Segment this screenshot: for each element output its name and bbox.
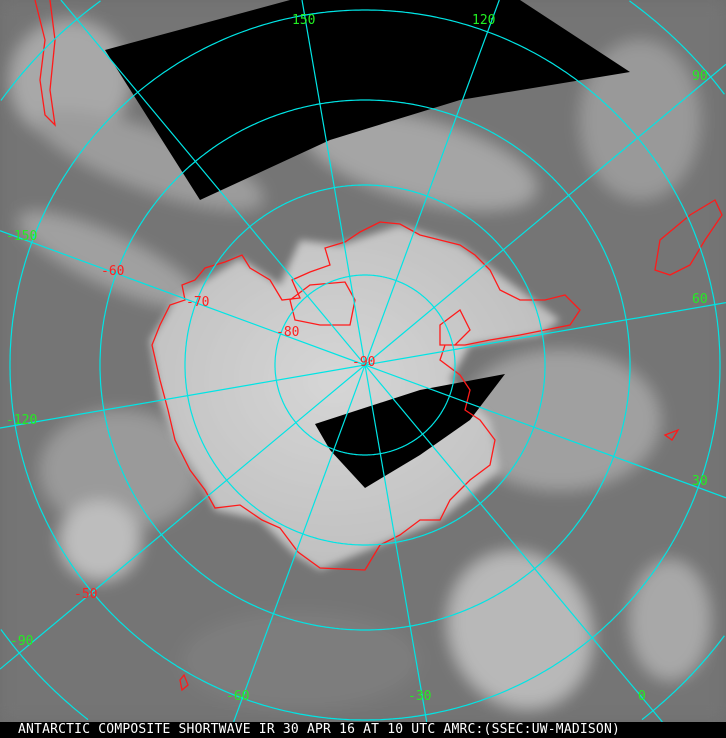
longitude-line — [0, 364, 366, 670]
longitude-line — [364, 0, 500, 366]
longitude-label: -60 — [226, 689, 249, 704]
longitude-label: -120 — [6, 413, 37, 428]
longitude-label: 120 — [472, 13, 495, 28]
coastline — [34, 0, 723, 692]
latitude-label: -70 — [186, 295, 209, 310]
latitude-circle — [184, 184, 546, 546]
longitude-label: 150 — [292, 13, 315, 28]
latitude-circle — [274, 274, 456, 456]
longitude-line — [364, 364, 726, 499]
latitude-circle — [9, 9, 721, 721]
longitude-line — [0, 230, 366, 366]
latitude-circle — [99, 99, 631, 631]
image-caption: ANTARCTIC COMPOSITE SHORTWAVE IR 30 APR … — [0, 722, 726, 738]
longitude-label: -90 — [10, 634, 33, 649]
longitude-label: 30 — [692, 474, 708, 489]
latitude-label: -60 — [101, 264, 124, 279]
longitude-line — [301, 0, 366, 366]
longitude-line — [364, 302, 726, 366]
longitude-line — [233, 364, 366, 722]
graticule — [0, 0, 726, 722]
longitude-label: -30 — [408, 689, 431, 704]
latitude-label: -80 — [276, 325, 299, 340]
longitude-label: 90 — [692, 69, 708, 84]
longitude-label: -150 — [6, 229, 37, 244]
latitude-circle — [0, 0, 725, 721]
graticule-labels: 150 120 90 60 30 0 -30 -60 -90 -120 -150 -50 -60 -70 -… — [6, 13, 708, 704]
latitude-label: -90 — [352, 355, 375, 370]
longitude-line — [364, 63, 726, 366]
latitude-label: -50 — [74, 587, 97, 602]
no-data-region-center — [315, 374, 505, 488]
longitude-line — [0, 364, 366, 429]
longitude-line — [364, 364, 663, 722]
map-canvas: 150 120 90 60 30 0 -30 -60 -90 -120 -150 -50 -60 -70 -… — [0, 0, 726, 722]
longitude-line — [364, 364, 428, 722]
longitude-line — [60, 0, 366, 366]
longitude-label: 0 — [638, 689, 646, 704]
longitude-label: 60 — [692, 292, 708, 307]
